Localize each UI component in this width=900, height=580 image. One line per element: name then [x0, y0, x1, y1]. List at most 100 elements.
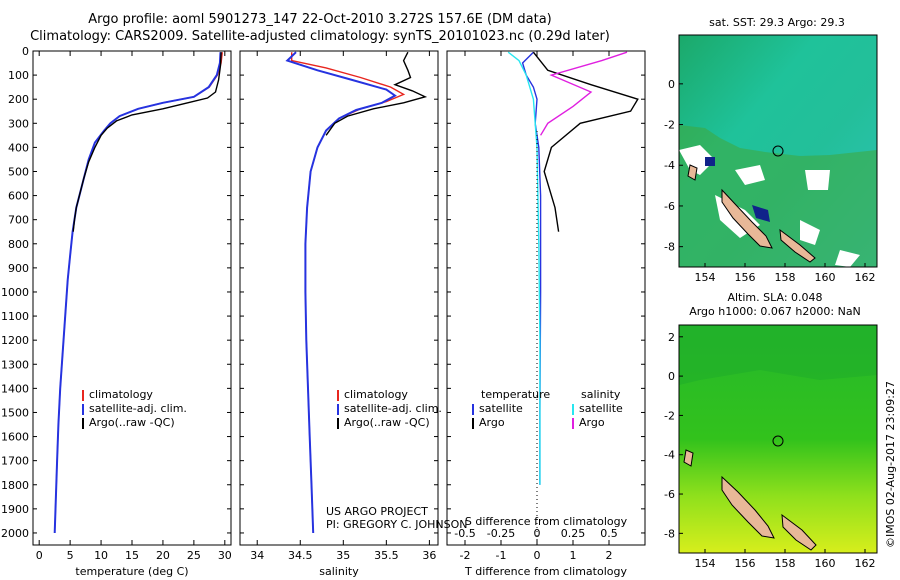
difference-xtick-label: -2 [460, 549, 471, 562]
sst-cold-spots [705, 157, 770, 222]
sla-map-title-line2: Argo h1000: 0.067 h2000: NaN [689, 305, 861, 318]
sst-map-ytick-label: 0 [668, 78, 675, 91]
sst-map-xtick-label: 160 [815, 271, 836, 284]
depth-tick-label: 200 [8, 93, 29, 106]
sla-map-ytick-label: -8 [664, 527, 675, 540]
difference-plot: -2 -1 0 1 2 T difference from climatology temp… [447, 50, 645, 578]
sla-map-ytick-label: 2 [668, 331, 675, 344]
salinity-series-1 [285, 51, 397, 534]
diff-legend-header-temperature: temperature [481, 388, 550, 401]
temperature-xtick-label: 0 [36, 549, 43, 562]
sst-map-xtick-label: 154 [695, 271, 716, 284]
temperature-xtick-label: 25 [187, 549, 201, 562]
difference-panel [446, 50, 646, 546]
diff-salinity-tick-label: 0.5 [600, 527, 618, 540]
sla-island-2 [683, 449, 817, 551]
sla-xaxis: 154 156 158 160 162 [695, 549, 876, 570]
salinity-legend-label: Argo(..raw -QC) [344, 416, 430, 429]
chart-title-line2: Climatology: CARS2009. Satellite-adjuste… [30, 29, 610, 44]
diff-legend-temp-label: Argo [479, 416, 505, 429]
sla-yaxis: 2 0 -2 -4 -6 -8 [664, 331, 683, 540]
depth-tick-label: 600 [8, 190, 29, 203]
sla-map-xtick-label: 162 [855, 557, 876, 570]
depth-tick-label: 1200 [1, 334, 29, 347]
sst-map-ytick-label: -8 [664, 241, 675, 254]
sla-map-xtick-label: 154 [695, 557, 716, 570]
temperature-panel [32, 50, 232, 546]
salinity-xtick-label: 35.5 [374, 549, 399, 562]
sst-island-2 [687, 164, 816, 263]
depth-tick-label: 500 [8, 165, 29, 178]
sst-missing-data [679, 145, 860, 267]
difference-xlabel: T difference from climatology [464, 565, 627, 578]
sst-island-1 [721, 188, 773, 249]
depth-tick-label: 2000 [1, 527, 29, 540]
diff-legend-temp-label: satellite [479, 402, 523, 415]
difference-xtick-label: -1 [496, 549, 507, 562]
sla-map-ytick-label: -2 [664, 409, 675, 422]
sst-map-xtick-label: 162 [855, 271, 876, 284]
salinity-xtick-label: 35 [336, 549, 350, 562]
pi-label: PI: GREGORY C. JOHNSON [326, 518, 467, 531]
sla-map-ytick-label: -4 [664, 449, 675, 462]
salinity-xtick-label: 34.5 [288, 549, 313, 562]
difference-series-0 [521, 51, 542, 485]
sla-map-xtick-label: 156 [735, 557, 756, 570]
sla-map-ytick-label: -6 [664, 488, 675, 501]
salinity-series-0 [291, 52, 406, 534]
temperature-xtick-label: 5 [67, 549, 74, 562]
depth-tick-label: 0 [22, 45, 29, 58]
project-label: US ARGO PROJECT [326, 505, 428, 518]
sst-map-ytick-label: -4 [664, 159, 675, 172]
difference-xtick-label: 2 [606, 549, 613, 562]
depth-tick-label: 1000 [1, 286, 29, 299]
salinity-xlabel: salinity [319, 565, 359, 578]
difference-xtick-label: 1 [570, 549, 577, 562]
difference-series-2 [507, 51, 541, 485]
temperature-xtick-label: 15 [125, 549, 139, 562]
diff-salinity-tick-label: 0.25 [561, 527, 586, 540]
temperature-plot: 0 5 10 15 20 25 300100200300400500600700800900… [1, 45, 232, 578]
depth-tick-label: 1500 [1, 406, 29, 419]
difference-series-1 [532, 51, 639, 232]
temperature-series-1 [53, 52, 222, 534]
depth-tick-label: 1100 [1, 310, 29, 323]
sla-map-xtick-label: 160 [815, 557, 836, 570]
difference-xtick-label: 0 [534, 549, 541, 562]
depth-tick-label: 300 [8, 117, 29, 130]
sla-map-panel: Altim. SLA: 0.048 Argo h1000: 0.067 h200… [664, 291, 878, 570]
depth-tick-label: 1900 [1, 503, 29, 516]
sst-argo-marker [772, 145, 784, 157]
sst-map-xtick-label: 156 [735, 271, 756, 284]
depth-tick-label: 900 [8, 262, 29, 275]
diff-salinity-tick-label: 0 [534, 527, 541, 540]
imos-stamp: ©IMOS 02-Aug-2017 23:09:27 [884, 381, 897, 548]
salinity-xtick-label: 34 [250, 549, 264, 562]
salinity-series-2 [325, 51, 428, 136]
sla-map-title-line1: Altim. SLA: 0.048 [727, 291, 822, 304]
depth-tick-label: 1300 [1, 358, 29, 371]
diff-legend-sal-label: Argo [579, 416, 605, 429]
diff-salinity-tick-label: -0.25 [487, 527, 515, 540]
depth-tick-label: 100 [8, 69, 29, 82]
sla-argo-marker [772, 435, 784, 447]
temperature-legend-label: Argo(..raw -QC) [89, 416, 175, 429]
temperature-legend-label: climatology [89, 388, 153, 401]
depth-tick-label: 1700 [1, 455, 29, 468]
depth-tick-label: 800 [8, 238, 29, 251]
sla-map-xtick-label: 158 [775, 557, 796, 570]
depth-tick-label: 1600 [1, 431, 29, 444]
difference-series-3 [539, 51, 628, 136]
temperature-xlabel: temperature (deg C) [75, 565, 188, 578]
temperature-xtick-label: 20 [156, 549, 170, 562]
temperature-series-0 [54, 52, 223, 534]
temperature-xtick-label: 30 [218, 549, 232, 562]
depth-tick-label: 1400 [1, 382, 29, 395]
chart-title-line1: Argo profile: aoml 5901273_147 22-Oct-20… [88, 12, 552, 27]
sla-island-1 [721, 475, 775, 539]
depth-tick-label: 700 [8, 214, 29, 227]
diff-salinity-tick-label: -0.5 [454, 527, 475, 540]
temperature-xtick-label: 10 [94, 549, 108, 562]
sla-map-ytick-label: 0 [668, 370, 675, 383]
